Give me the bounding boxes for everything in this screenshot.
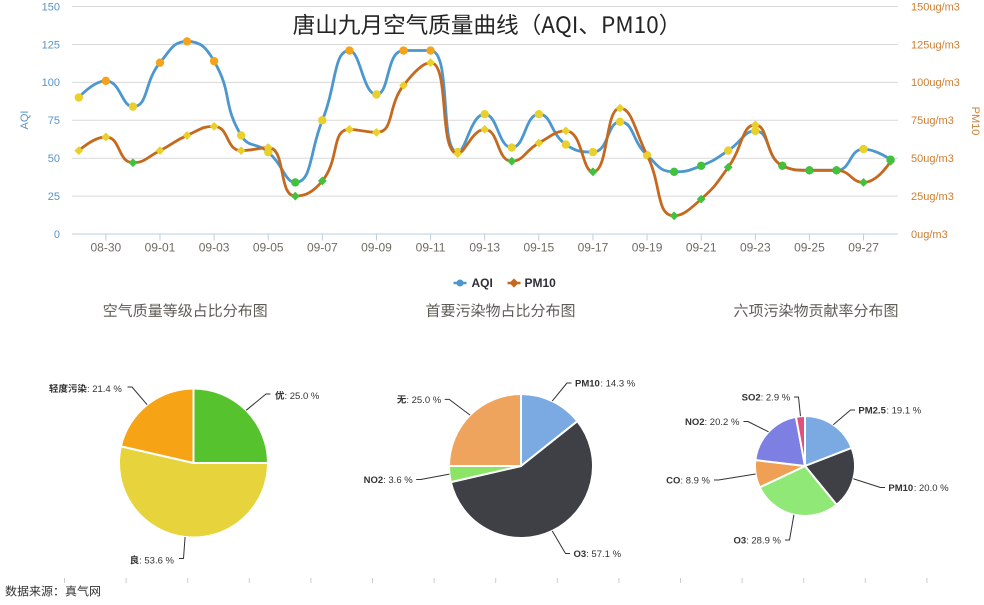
svg-text:: 3.6 %: : 3.6 % — [383, 475, 413, 486]
svg-text:100ug/m3: 100ug/m3 — [911, 77, 960, 89]
svg-text:: 19.1 %: : 19.1 % — [886, 405, 921, 416]
svg-text:PM10: PM10 — [525, 276, 557, 290]
svg-text:50ug/m3: 50ug/m3 — [911, 153, 954, 165]
svg-text:09-09: 09-09 — [361, 241, 392, 255]
svg-text:100: 100 — [42, 77, 60, 89]
svg-text:O3: O3 — [574, 549, 587, 560]
svg-text:: 57.1 %: : 57.1 % — [586, 549, 621, 560]
svg-text:PM10: PM10 — [969, 107, 981, 136]
svg-text:08-30: 08-30 — [91, 241, 122, 255]
svg-text:150ug/m3: 150ug/m3 — [911, 1, 960, 13]
svg-text:PM10: PM10 — [575, 378, 600, 389]
svg-text:: 25.0 %: : 25.0 % — [406, 395, 441, 406]
svg-text:09-19: 09-19 — [632, 241, 663, 255]
svg-text:09-15: 09-15 — [523, 241, 554, 255]
svg-text:0: 0 — [54, 229, 60, 241]
svg-text:25ug/m3: 25ug/m3 — [911, 191, 954, 203]
svg-text:09-23: 09-23 — [740, 241, 771, 255]
svg-text:09-01: 09-01 — [145, 241, 176, 255]
svg-text:NO2: NO2 — [364, 475, 384, 486]
svg-text:: 8.9 %: : 8.9 % — [680, 475, 710, 486]
svg-text:09-27: 09-27 — [848, 241, 879, 255]
svg-text:: 21.4 %: : 21.4 % — [87, 384, 122, 395]
svg-text:AQI: AQI — [472, 276, 493, 290]
svg-text:CO: CO — [666, 475, 680, 486]
svg-text:75ug/m3: 75ug/m3 — [911, 115, 954, 127]
svg-text:09-21: 09-21 — [686, 241, 717, 255]
svg-text:09-07: 09-07 — [307, 241, 338, 255]
svg-text:: 20.2 %: : 20.2 % — [705, 417, 740, 428]
svg-text:09-05: 09-05 — [253, 241, 284, 255]
svg-text:25: 25 — [48, 191, 60, 203]
svg-text:125: 125 — [42, 39, 60, 51]
svg-text:SO2: SO2 — [742, 392, 761, 403]
svg-text:75: 75 — [48, 115, 60, 127]
svg-text:09-13: 09-13 — [469, 241, 500, 255]
svg-text:150: 150 — [42, 1, 60, 13]
svg-text:: 2.9 %: : 2.9 % — [761, 392, 791, 403]
svg-text:: 20.0 %: : 20.0 % — [914, 483, 949, 494]
svg-text:: 14.3 %: : 14.3 % — [600, 378, 635, 389]
svg-text:125ug/m3: 125ug/m3 — [911, 39, 960, 51]
svg-text:NO2: NO2 — [685, 417, 705, 428]
svg-text:: 28.9 %: : 28.9 % — [746, 535, 781, 546]
svg-text:50: 50 — [48, 153, 60, 165]
svg-text:: 25.0 %: : 25.0 % — [285, 391, 320, 402]
svg-text:PM2.5: PM2.5 — [858, 405, 886, 416]
svg-text:09-17: 09-17 — [578, 241, 609, 255]
svg-text:0ug/m3: 0ug/m3 — [911, 229, 948, 241]
svg-text:PM10: PM10 — [888, 483, 913, 494]
svg-text:: 53.6 %: : 53.6 % — [139, 555, 174, 566]
svg-text:09-25: 09-25 — [794, 241, 825, 255]
svg-text:09-03: 09-03 — [199, 241, 230, 255]
svg-text:AQI: AQI — [19, 111, 31, 130]
svg-text:O3: O3 — [733, 535, 746, 546]
svg-text:09-11: 09-11 — [416, 241, 446, 255]
